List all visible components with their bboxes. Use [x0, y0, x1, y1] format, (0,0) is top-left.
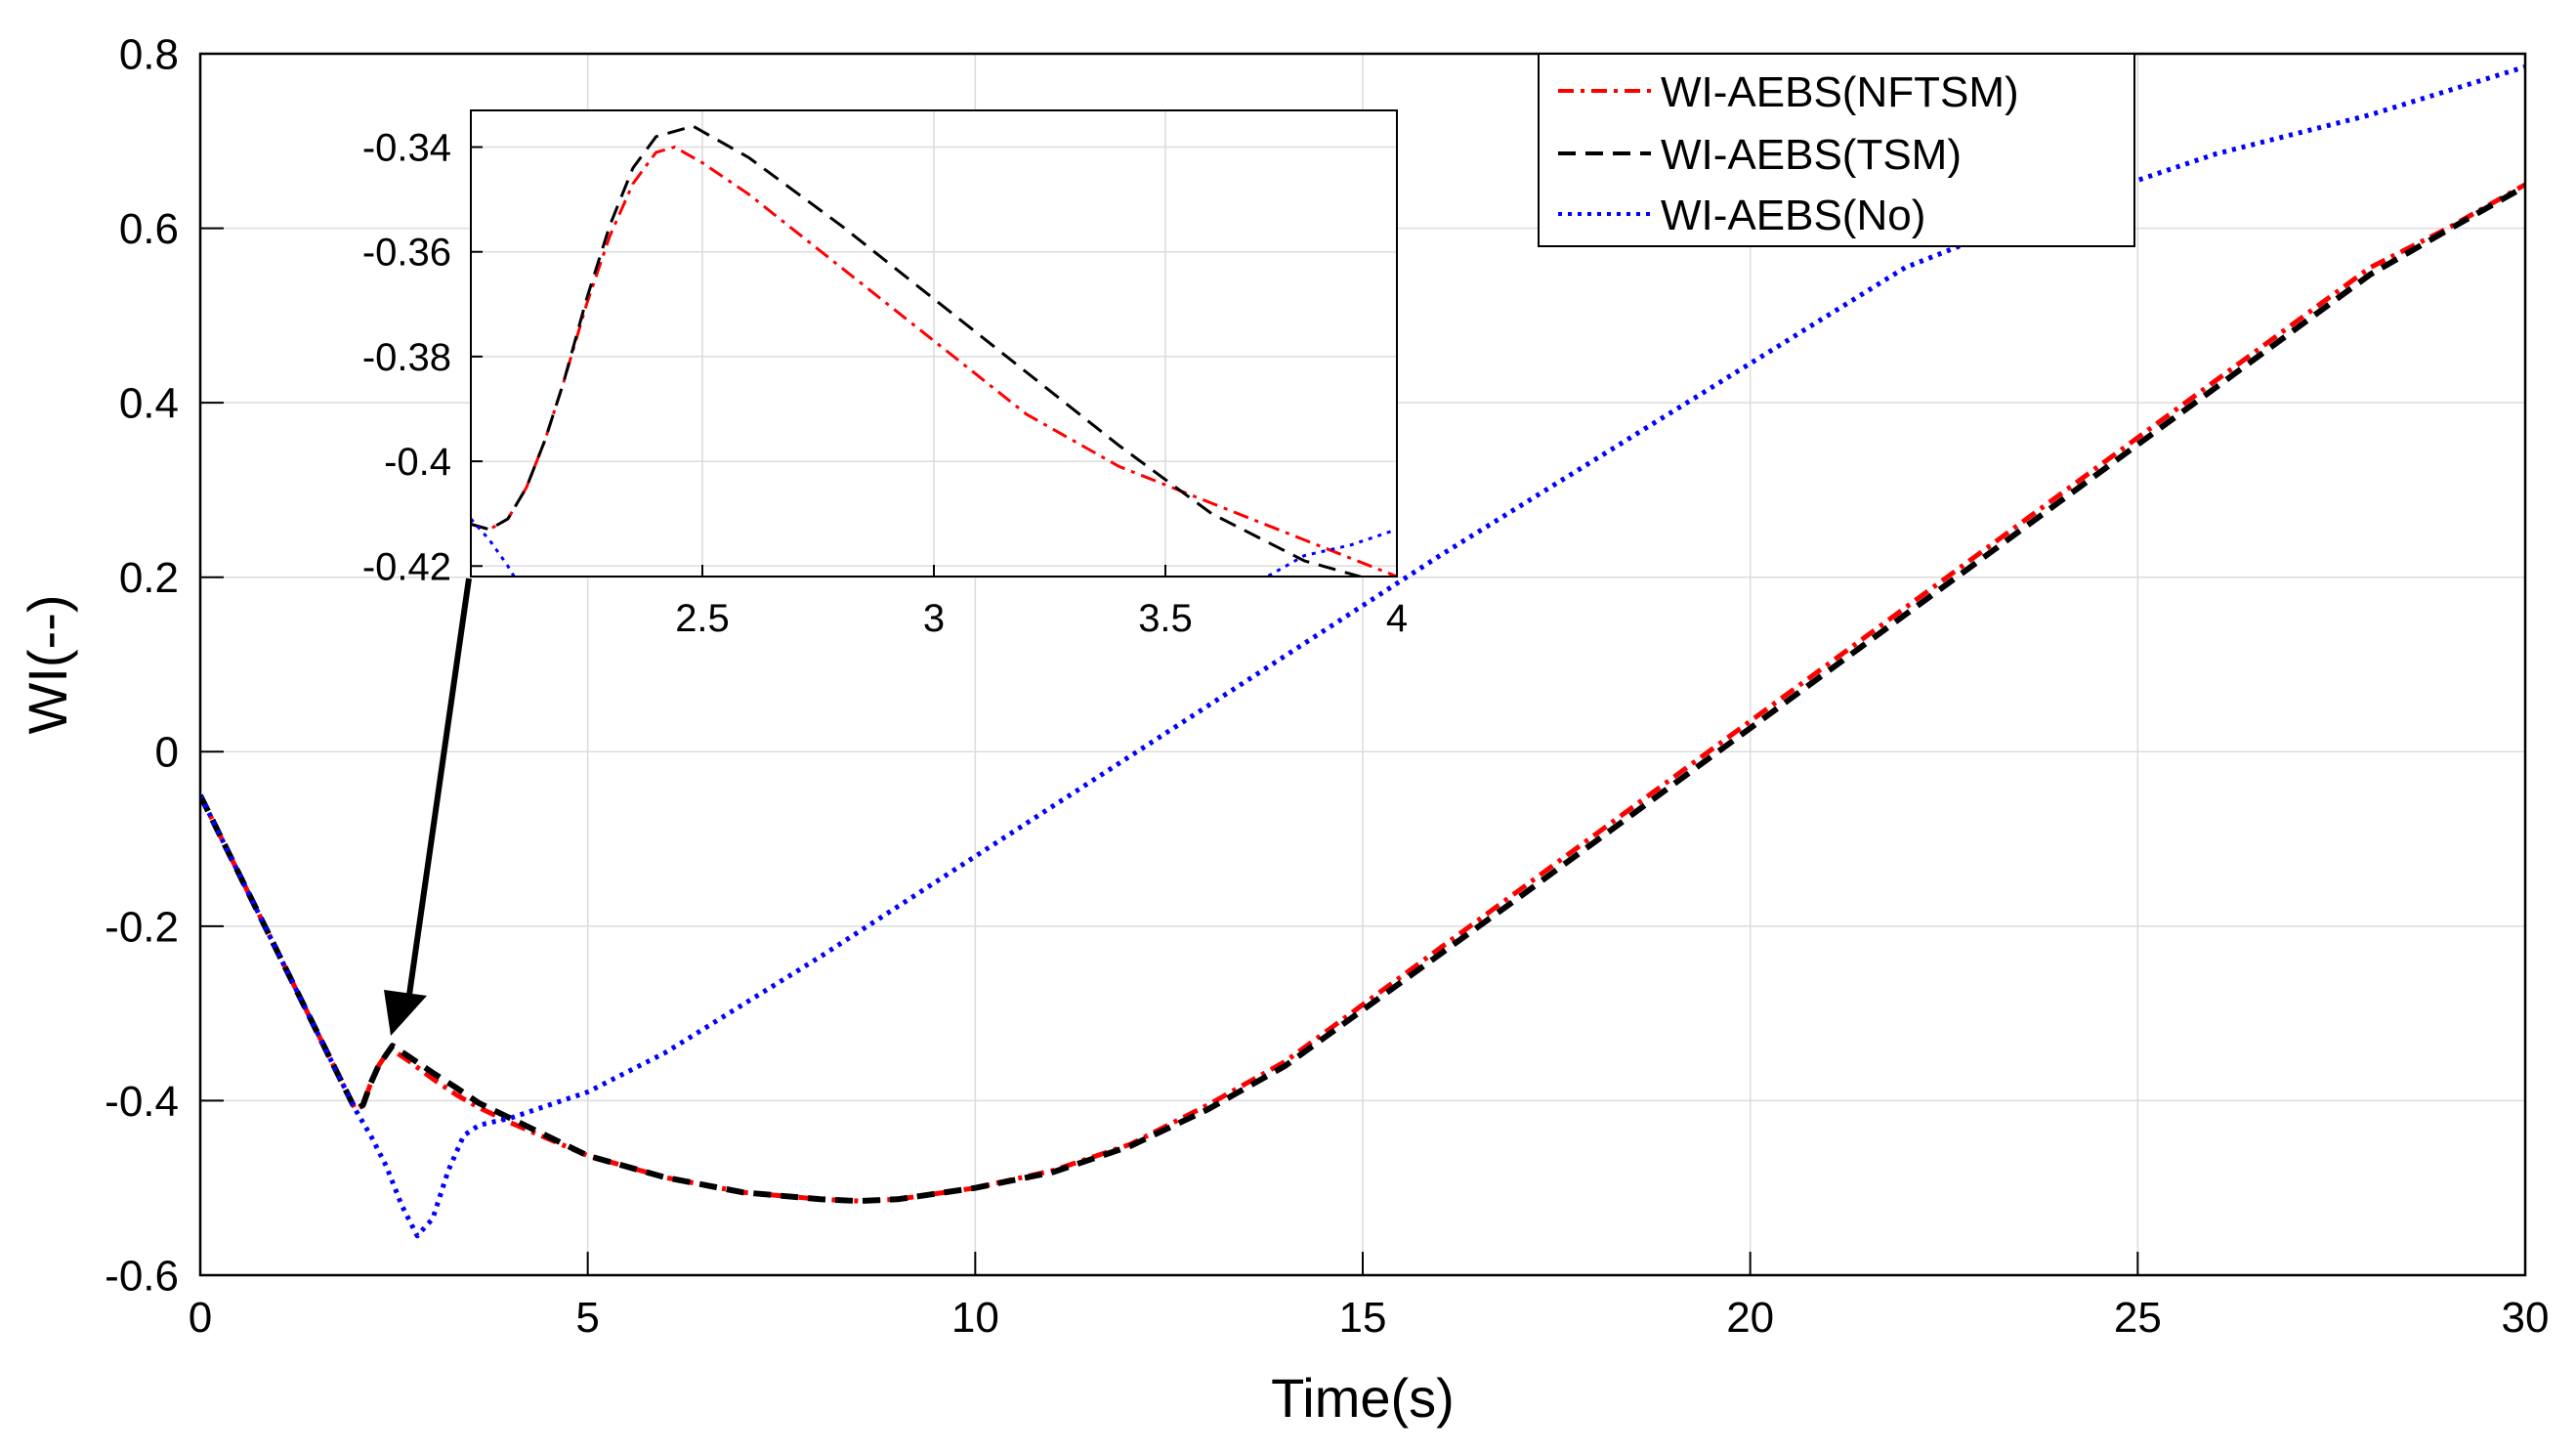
- main-y-tick-label: 0.6: [119, 205, 179, 253]
- zoom-arrow-shaft: [405, 577, 472, 1003]
- main-series-line-wi-aebs-tsm-: [200, 184, 2525, 1205]
- main-series-line-wi-aebs-no-: [200, 64, 2525, 1239]
- main-x-tick-label: 0: [189, 1294, 212, 1342]
- inset-y-tick-label: -0.34: [362, 127, 451, 170]
- inset-series: [471, 124, 1397, 577]
- inset-y-tick-labels: -0.42 -0.4 -0.38 -0.36 -0.34: [362, 127, 451, 589]
- main-x-tick-label: 5: [575, 1294, 599, 1342]
- inset-y-tick-label: -0.38: [362, 336, 451, 379]
- legend-label-tsm: WI-AEBS(TSM): [1661, 131, 1962, 179]
- inset-x-tick-label: 3.5: [1138, 597, 1193, 640]
- inset-x-tick-labels: 2.5 3 3.5 4: [675, 597, 1408, 640]
- main-y-tick-label: -0.2: [105, 903, 179, 951]
- zoom-arrow: [384, 577, 472, 1036]
- main-x-tick-label: 15: [1339, 1294, 1387, 1342]
- x-axis-label: Time(s): [1271, 1367, 1455, 1429]
- y-axis-label: WI(--): [17, 594, 78, 734]
- main-y-tick-label: 0: [155, 729, 179, 777]
- main-ticks: [199, 53, 2526, 1276]
- main-y-tick-label: 0.8: [119, 30, 179, 78]
- inset-axes: 2.5 3 3.5 4 -0.42 -0.4 -0.38 -0.36 -0.34: [362, 109, 1408, 640]
- inset-y-tick-label: -0.36: [362, 232, 451, 275]
- main-x-tick-label: 30: [2502, 1294, 2550, 1342]
- main-x-tick-labels: 0 5 10 15 20 25 30: [189, 1294, 2550, 1342]
- inset-ticks: [471, 146, 1398, 577]
- legend-label-no: WI-AEBS(No): [1661, 192, 1925, 239]
- inset-y-tick-label: -0.42: [362, 545, 451, 588]
- zoom-arrow-head: [384, 990, 427, 1036]
- main-series: [200, 64, 2525, 1239]
- main-x-tick-label: 20: [1726, 1294, 1774, 1342]
- main-y-tick-label: 0.2: [119, 554, 179, 602]
- inset-series-line-wi-aebs-tsm-: [471, 124, 1366, 577]
- main-y-tick-label: 0.4: [119, 380, 179, 428]
- main-y-tick-label: -0.6: [105, 1252, 179, 1300]
- inset-x-tick-label: 2.5: [675, 597, 730, 640]
- legend: WI-AEBS(NFTSM) WI-AEBS(TSM) WI-AEBS(No): [1538, 53, 2135, 247]
- legend-label-nftsm: WI-AEBS(NFTSM): [1661, 68, 2019, 116]
- main-x-tick-label: 25: [2114, 1294, 2162, 1342]
- inset-series-line-wi-aebs-nftsm-: [471, 146, 1397, 577]
- inset-x-tick-label: 3: [923, 597, 945, 640]
- inset-x-tick-label: 4: [1386, 597, 1408, 640]
- inset-y-tick-label: -0.4: [384, 441, 451, 484]
- main-x-tick-label: 10: [951, 1294, 999, 1342]
- main-y-tick-labels: -0.6 -0.4 -0.2 0 0.2 0.4 0.6 0.8: [105, 30, 179, 1300]
- main-y-tick-label: -0.4: [105, 1078, 179, 1126]
